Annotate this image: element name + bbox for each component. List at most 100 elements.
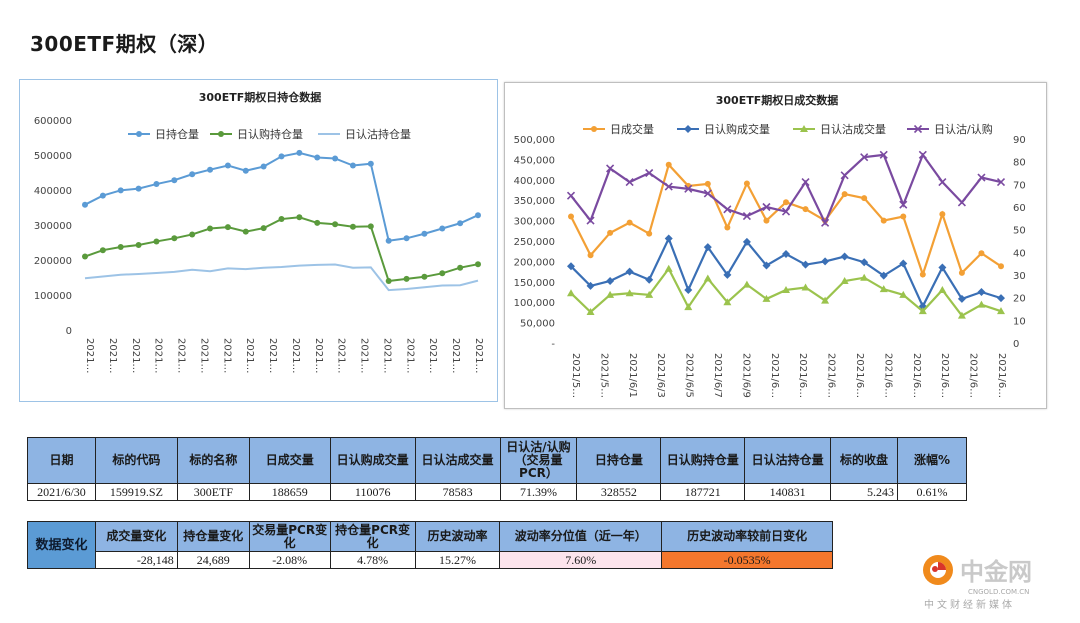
data-point <box>801 178 810 187</box>
data-point <box>117 187 124 194</box>
x-tick-label: 2021/6… <box>939 353 950 398</box>
data-point <box>684 285 693 294</box>
cell-date: 2021/6/30 <box>27 483 96 501</box>
data-point <box>296 149 303 156</box>
x-tick-label: 2021/5… <box>598 353 609 398</box>
data-point <box>978 250 985 257</box>
data-point <box>626 219 633 226</box>
legend-label: 日认沽/认购 <box>934 122 993 136</box>
x-tick-label: 2021/6… <box>911 353 922 398</box>
data-point <box>900 213 907 220</box>
data-point <box>171 177 178 184</box>
data-point <box>742 212 751 221</box>
data-point <box>207 225 214 232</box>
data-point <box>403 275 410 282</box>
y-tick-label-left: 250,000 <box>514 237 555 248</box>
chart-legend: 日成交量 日认购成交量 日认沽成交量 日认沽/认购 <box>583 122 993 136</box>
data-point <box>566 191 576 200</box>
y-tick-label-right: 80 <box>1013 158 1026 169</box>
data-point <box>783 199 789 206</box>
y-tick-label: 100000 <box>34 291 72 302</box>
y-tick-label: 200000 <box>34 256 72 267</box>
data-point <box>349 162 356 169</box>
data-point <box>189 171 196 178</box>
data-point <box>664 234 673 243</box>
cell-volume-pcr-change: -2.08% <box>248 551 331 569</box>
y-tick-label: 300000 <box>34 221 72 232</box>
legend-item: 日成交量 <box>583 122 654 136</box>
data-point <box>723 298 732 306</box>
x-tick-label: 2021… <box>198 338 209 373</box>
series-line <box>570 152 1002 226</box>
data-point <box>879 150 888 159</box>
data-point <box>567 289 575 297</box>
data-point <box>762 261 771 270</box>
data-point <box>977 173 986 182</box>
y-tick-label-right: 0 <box>1013 339 1019 350</box>
table-row: -28,148 24,689 -2.08% 4.78% 15.27% 7.60%… <box>28 551 833 569</box>
legend-item: 日认沽/认购 <box>907 122 993 136</box>
data-point <box>919 271 926 278</box>
cell-call-volume: 110076 <box>329 483 416 501</box>
y-tick-label-right: 50 <box>1013 226 1026 237</box>
x-tick-label: 2021/6… <box>826 353 837 398</box>
chart-series-group <box>82 149 481 292</box>
x-tick-label: 2021… <box>107 338 118 373</box>
legend-marker <box>800 125 808 132</box>
data-point <box>296 214 303 221</box>
data-point <box>260 163 267 170</box>
data-point <box>645 290 654 298</box>
data-point <box>801 283 810 291</box>
x-tick-label: 2021/6… <box>797 353 808 398</box>
data-point <box>153 238 160 245</box>
data-point <box>646 230 653 237</box>
legend-label: 日认购成交量 <box>704 122 770 136</box>
data-point <box>385 278 392 284</box>
data-point <box>899 200 908 209</box>
x-tick-label: 2021… <box>84 338 95 373</box>
data-point <box>260 225 267 232</box>
data-point <box>171 235 178 242</box>
y-tick-label-right: 90 <box>1013 135 1026 146</box>
volume-chart: 300ETF期权日成交数据 日成交量 日认购成交量 日认沽成交量 日认沽/认购 500… <box>504 82 1047 409</box>
y-tick-label: 0 <box>66 326 72 337</box>
data-point <box>606 290 615 298</box>
x-tick-label: 2021… <box>473 338 484 373</box>
header-call-volume: 日认购成交量 <box>329 437 416 484</box>
data-point <box>82 253 88 260</box>
data-point <box>977 300 986 308</box>
data-point <box>743 180 750 187</box>
data-point <box>385 237 392 244</box>
cngold-logo: 中金网 CNGOLD.COM.CN 中文财经新媒体 <box>920 552 1070 612</box>
legend-item: 日认沽成交量 <box>793 122 886 136</box>
logo-slogan: 中文财经新媒体 <box>924 598 1015 611</box>
series-line <box>84 216 479 283</box>
data-point <box>723 270 732 279</box>
y-tick-label-right: 70 <box>1013 180 1026 191</box>
header-put-holding: 日认沽持仓量 <box>744 437 832 484</box>
chart-title: 300ETF期权日持仓数据 <box>199 90 322 104</box>
data-point <box>153 181 160 188</box>
data-point <box>762 294 771 302</box>
x-tick-label: 2021… <box>153 338 164 373</box>
y-tick-label-right: 10 <box>1013 316 1026 327</box>
data-point <box>664 182 673 191</box>
data-point <box>224 162 231 169</box>
data-point <box>997 307 1005 315</box>
y-tick-label-right: 20 <box>1013 294 1026 305</box>
data-point <box>801 260 810 269</box>
x-tick-label: 2021… <box>176 338 187 373</box>
x-tick-label: 2021/6… <box>769 353 780 398</box>
data-point <box>880 217 887 224</box>
y-tick-label-right: 60 <box>1013 203 1026 214</box>
data-point <box>861 195 868 202</box>
data-point <box>840 252 849 261</box>
data-point <box>625 267 634 276</box>
header-change: 涨幅% <box>896 437 968 484</box>
y-tick-label-left: 200,000 <box>514 257 555 268</box>
x-tick-label: 2021… <box>221 338 232 373</box>
cell-volume-change: -28,148 <box>94 551 178 569</box>
cell-put-volume: 78583 <box>414 483 501 501</box>
page-title: 300ETF期权（深） <box>30 32 219 56</box>
data-point <box>645 275 654 284</box>
